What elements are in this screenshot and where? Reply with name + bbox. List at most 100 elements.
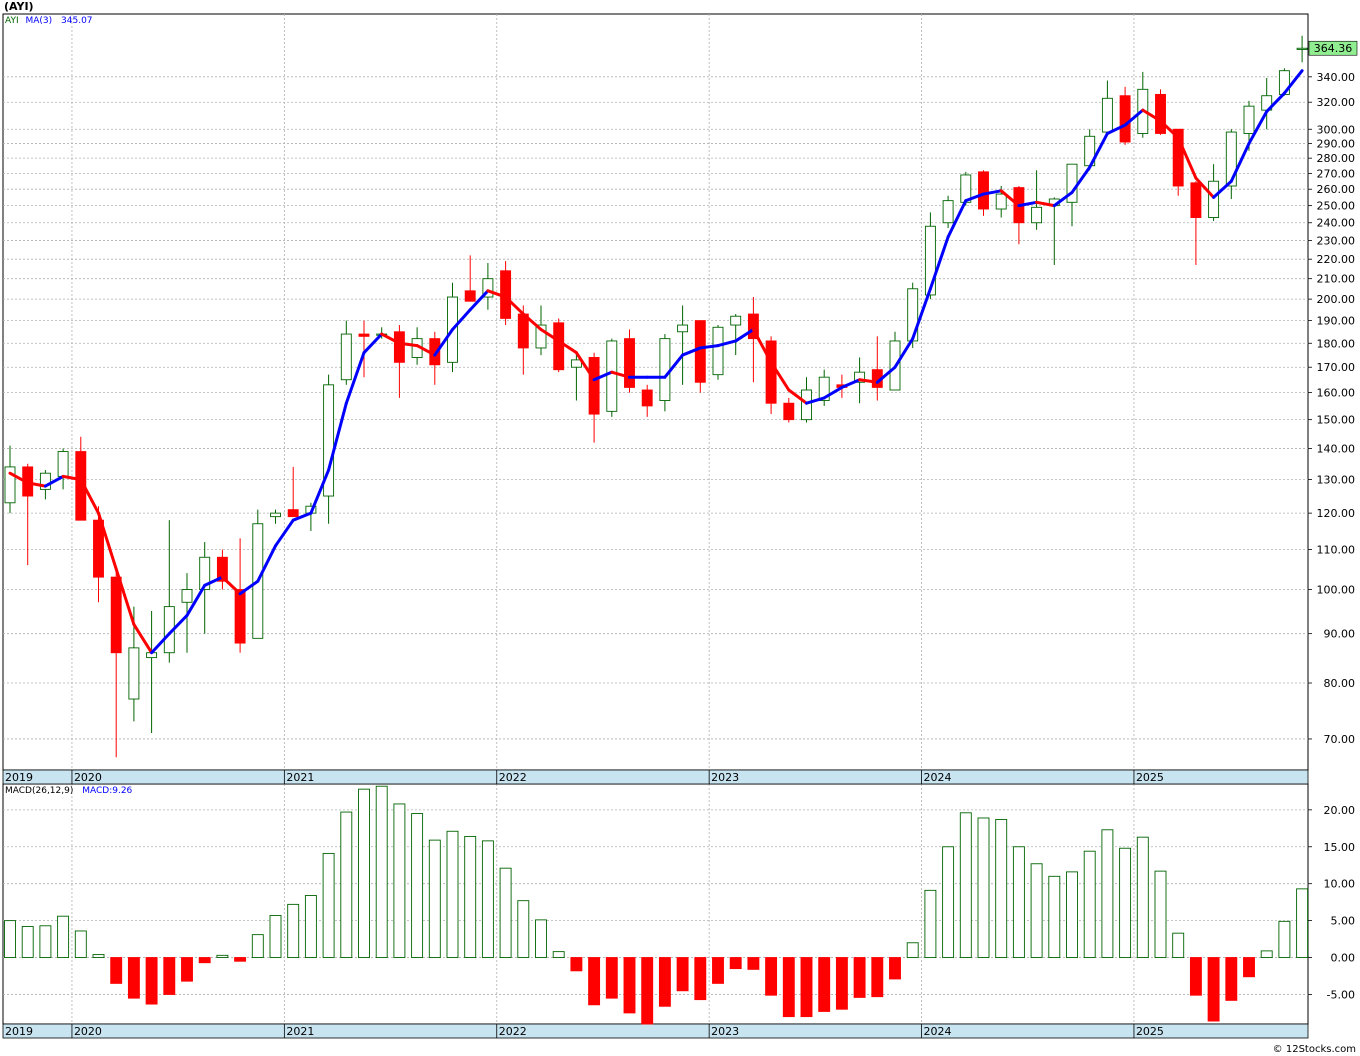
ma-segment [1123,108,1145,127]
x-tick-label: 2019 [5,771,33,784]
macd-y-axis: -5.00 0.00 5.00 10.00 15.00 20.00 [1308,804,1356,1001]
price-tick-label: 100.00 [1317,584,1356,597]
x-tick-label: 2025 [1136,1025,1164,1038]
macd-bar-negative [181,957,193,982]
price-tick-label: 300.00 [1317,123,1356,136]
candle-body-up [535,324,547,349]
candle-body-up [39,472,51,490]
candle [1296,35,1308,63]
x-tick-label: 2023 [711,771,739,784]
ma-segment [1265,91,1286,113]
candle [570,352,582,401]
macd-bar-positive [552,951,565,958]
candle-body-up [323,384,335,497]
x-tick-label: 2020 [74,1025,102,1038]
candle-body-up [659,338,671,401]
ma-segment [274,518,295,548]
ma-series [8,69,1304,655]
legend-ma-label: MA(3) [25,16,53,26]
ma-segment [415,344,437,357]
macd-bar-negative [694,957,707,1001]
macd-bar-negative [641,957,654,1025]
macd-bar-positive [995,818,1008,958]
price-x-axis-band [2,769,1309,785]
ma-segment [539,328,561,343]
watermark: © 12Stocks.com [1273,1044,1356,1055]
price-tick-label: 190.00 [1317,315,1356,328]
macd-bar-negative [588,957,601,1006]
macd-bar-positive [251,934,264,958]
ma-segment [1088,131,1109,169]
ma-segment [911,287,932,341]
price-tick-label: 150.00 [1317,414,1356,427]
macd-bar-negative [1207,957,1220,1022]
macd-bar-negative [782,957,795,1018]
ma-segment [663,353,685,379]
ma-segment [610,370,631,379]
candle [393,325,405,398]
price-legend: AYI MA(3) 345.07 [5,16,93,26]
ma-segment [344,351,366,405]
ma-segment [716,339,738,348]
price-tick-label: 340.00 [1317,71,1356,84]
legend-ma-value: 345.07 [61,16,93,26]
macd-bar-negative [1243,957,1255,978]
macd-tick-label: 5.00 [1331,915,1356,928]
candle [340,320,352,385]
price-tick-label: 270.00 [1317,167,1356,180]
ma-segment [132,622,154,655]
macd-bar-positive [464,835,477,958]
price-tick-label: 250.00 [1317,200,1356,213]
macd-legend: MACD(26,12,9) MACD:9.26 [5,786,132,796]
price-tick-label: 110.00 [1317,544,1356,557]
ma-segment [26,481,47,488]
ma-segment [574,351,596,382]
candle [712,325,724,380]
macd-bar-positive [21,926,34,958]
chart-title: (AYI) [4,0,34,13]
macd-bar-positive [1260,950,1273,958]
ma-segment [150,632,171,655]
candle-body-up [1208,180,1220,218]
price-y-axis: 70.00 80.00 90.00 100.00 110.00 120.00 130.00 1… [1308,71,1355,746]
candle [765,336,777,415]
ma-segment [1017,200,1039,208]
candle [1155,89,1166,135]
ma-segment [1282,69,1304,95]
ma-segment [964,192,985,203]
macd-bar-positive [1066,871,1078,958]
candle-body-up [712,326,724,376]
price-tick-label: 130.00 [1317,474,1356,487]
candle-body-up [924,225,936,296]
macd-bar-positive [1083,850,1096,958]
ma-segment [805,396,826,405]
ma-segment [185,583,207,617]
candle-body-down [978,171,989,210]
ma-segment [256,544,277,583]
candle-body-down [1172,128,1184,187]
macd-histogram [4,785,1309,1025]
macd-tick-label: -5.00 [1327,988,1355,1001]
price-tick-label: 320.00 [1317,96,1356,109]
macd-bar-negative [163,957,176,995]
macd-bar-positive [216,954,229,958]
candle-body-down [1190,182,1202,218]
macd-bar-positive [393,803,406,958]
price-x-axis: 2019 2020 2021 2022 2023 2024 2025 [5,770,1164,784]
ma-segment [982,189,1003,196]
macd-bar-negative [765,957,778,996]
candle-body-up [199,556,211,590]
ma-segment [698,344,720,350]
candle-body-up [570,359,582,368]
candle-body-up [1101,97,1113,133]
candle-body-down [765,340,777,404]
ma-segment [592,370,614,382]
candle-body-down [641,389,653,407]
macd-bar-positive [304,895,317,958]
macd-bar-positive [92,954,105,958]
candle [606,338,618,417]
ma-segment [97,511,118,571]
macd-bar-negative [818,957,831,1012]
macd-bar-negative [1189,957,1202,996]
ma-segment [380,332,401,345]
